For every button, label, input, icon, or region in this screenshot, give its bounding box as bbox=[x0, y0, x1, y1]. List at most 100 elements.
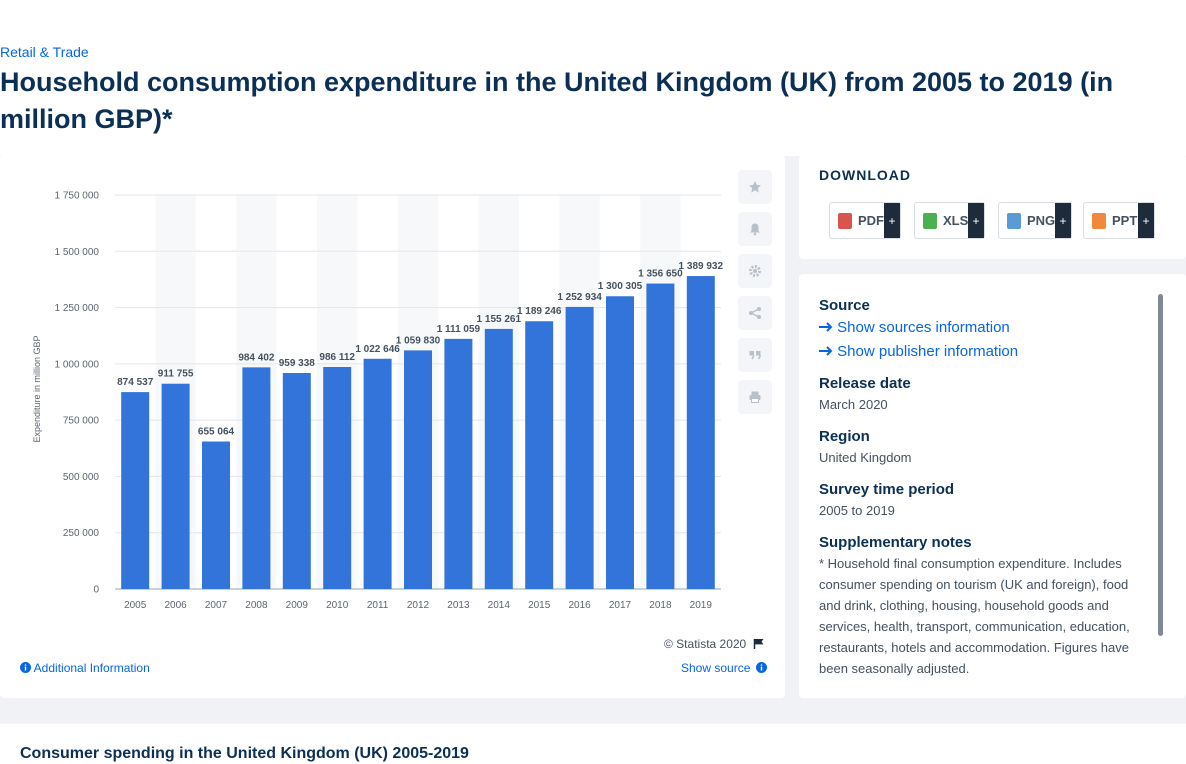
ppt-icon bbox=[1092, 212, 1106, 229]
x-tick-label: 2019 bbox=[690, 600, 713, 611]
download-ppt-button[interactable]: PPT + bbox=[1083, 202, 1155, 239]
related-title[interactable]: Consumer spending in the United Kingdom … bbox=[20, 745, 469, 762]
x-tick-label: 2014 bbox=[488, 600, 511, 611]
favorite-button[interactable] bbox=[738, 170, 772, 204]
x-tick-label: 2013 bbox=[447, 600, 470, 611]
x-tick-label: 2011 bbox=[367, 600, 389, 611]
x-tick-label: 2018 bbox=[649, 600, 672, 611]
page-title: Household consumption expenditure in the… bbox=[0, 67, 1114, 134]
download-png-button[interactable]: PNG + bbox=[998, 202, 1072, 239]
show-publisher-link[interactable]: Show publisher information bbox=[819, 340, 1149, 364]
source-heading: Source bbox=[819, 297, 870, 314]
x-tick-label: 2012 bbox=[407, 600, 430, 611]
arrow-right-icon bbox=[819, 322, 833, 332]
breadcrumb[interactable]: Retail & Trade bbox=[0, 44, 89, 60]
x-tick-label: 2017 bbox=[609, 600, 632, 611]
chart-card: 0 250 000 500 000 750 000 1 000 000 1 250 000… bbox=[0, 155, 785, 698]
gear-icon bbox=[749, 265, 761, 277]
download-ppt-label: PPT bbox=[1112, 213, 1138, 228]
show-publisher-label: Show publisher information bbox=[837, 343, 1019, 360]
download-title: DOWNLOAD bbox=[819, 167, 911, 183]
related-card bbox=[0, 724, 1186, 764]
share-icon bbox=[749, 307, 761, 319]
arrow-right-icon bbox=[819, 346, 833, 356]
bar-chart: 0 250 000 500 000 750 000 1 000 000 1 250 000… bbox=[32, 191, 724, 612]
png-icon bbox=[1007, 212, 1021, 229]
show-source-link[interactable]: Show source bbox=[681, 661, 767, 675]
star-icon bbox=[749, 181, 761, 193]
bar-value-label: 1 252 934 bbox=[557, 292, 602, 303]
flag-icon[interactable] bbox=[753, 638, 765, 649]
info-content: Source Show sources information Show pub… bbox=[819, 296, 1149, 679]
pdf-icon bbox=[838, 212, 852, 229]
bar-value-label: 1 300 305 bbox=[598, 281, 643, 292]
release-date-value: March 2020 bbox=[819, 397, 888, 412]
info-scrollbar[interactable] bbox=[1158, 294, 1163, 636]
x-tick-label: 2016 bbox=[568, 600, 591, 611]
bar-value-label: 1 059 830 bbox=[396, 335, 441, 346]
bar-value-label: 1 189 246 bbox=[517, 306, 562, 317]
download-pdf-plus[interactable]: + bbox=[884, 203, 900, 238]
x-tick-label: 2009 bbox=[286, 600, 309, 611]
show-sources-label: Show sources information bbox=[837, 319, 1010, 336]
bar bbox=[606, 296, 634, 589]
x-tick-label: 2015 bbox=[528, 600, 551, 611]
share-button[interactable] bbox=[738, 296, 772, 330]
bar bbox=[363, 358, 392, 589]
x-tick-label: 2006 bbox=[164, 600, 187, 611]
show-source-label: Show source bbox=[681, 661, 751, 675]
y-tick-label: 1 750 000 bbox=[55, 191, 100, 202]
y-tick-label: 500 000 bbox=[63, 472, 100, 483]
y-tick-label: 0 bbox=[93, 585, 99, 596]
region-heading: Region bbox=[819, 428, 870, 445]
bar bbox=[484, 328, 513, 589]
info-icon bbox=[20, 662, 31, 673]
y-tick-label: 750 000 bbox=[63, 416, 100, 427]
notification-button[interactable] bbox=[738, 212, 772, 246]
quote-icon bbox=[749, 351, 762, 360]
y-tick-label: 1 000 000 bbox=[55, 359, 100, 370]
supplementary-notes-heading: Supplementary notes bbox=[819, 534, 972, 551]
page-header bbox=[0, 36, 1186, 156]
download-xls-button[interactable]: XLS + bbox=[914, 202, 985, 239]
download-pdf-button[interactable]: PDF + bbox=[829, 202, 901, 239]
y-tick-label: 1 250 000 bbox=[55, 303, 100, 314]
top-bar bbox=[0, 0, 1186, 36]
download-xls-plus[interactable]: + bbox=[968, 203, 984, 238]
x-tick-label: 2010 bbox=[326, 600, 349, 611]
x-tick-label: 2007 bbox=[205, 600, 228, 611]
download-png-label: PNG bbox=[1027, 213, 1056, 228]
survey-period-value: 2005 to 2019 bbox=[819, 503, 895, 518]
print-button[interactable] bbox=[738, 380, 772, 414]
survey-period-heading: Survey time period bbox=[819, 481, 955, 498]
bar-value-label: 1 389 932 bbox=[679, 261, 724, 272]
cite-button[interactable] bbox=[738, 338, 772, 372]
bar-value-label: 1 111 059 bbox=[437, 324, 481, 335]
additional-information-link[interactable]: Additional Information bbox=[20, 661, 150, 675]
download-pdf-label: PDF bbox=[858, 213, 884, 228]
bell-icon bbox=[750, 223, 760, 236]
bar-value-label: 1 022 646 bbox=[355, 344, 400, 355]
x-tick-label: 2005 bbox=[124, 600, 147, 611]
region-value: United Kingdom bbox=[819, 450, 912, 465]
copyright-text: © Statista 2020 bbox=[664, 637, 747, 651]
y-axis-label: Expenditure in million GBP bbox=[32, 335, 42, 442]
copyright: © Statista 2020 bbox=[664, 637, 765, 651]
additional-information-label: Additional Information bbox=[33, 661, 150, 675]
download-ppt-plus[interactable]: + bbox=[1138, 203, 1154, 238]
bar bbox=[323, 366, 352, 589]
bar bbox=[565, 306, 594, 589]
bar bbox=[686, 276, 715, 589]
x-tick-label: 2008 bbox=[245, 600, 268, 611]
download-png-plus[interactable]: + bbox=[1055, 203, 1071, 238]
bar bbox=[282, 373, 311, 589]
info-icon bbox=[755, 662, 767, 673]
bar-value-label: 986 112 bbox=[319, 352, 355, 363]
settings-button[interactable] bbox=[738, 254, 772, 288]
supplementary-notes-value: * Household final consumption expenditur… bbox=[819, 556, 1130, 676]
xls-icon bbox=[923, 212, 937, 229]
chart-toolbar bbox=[738, 170, 772, 422]
bar-value-label: 1 356 650 bbox=[638, 269, 683, 280]
show-sources-link[interactable]: Show sources information bbox=[819, 316, 1149, 340]
download-xls-label: XLS bbox=[943, 213, 969, 228]
